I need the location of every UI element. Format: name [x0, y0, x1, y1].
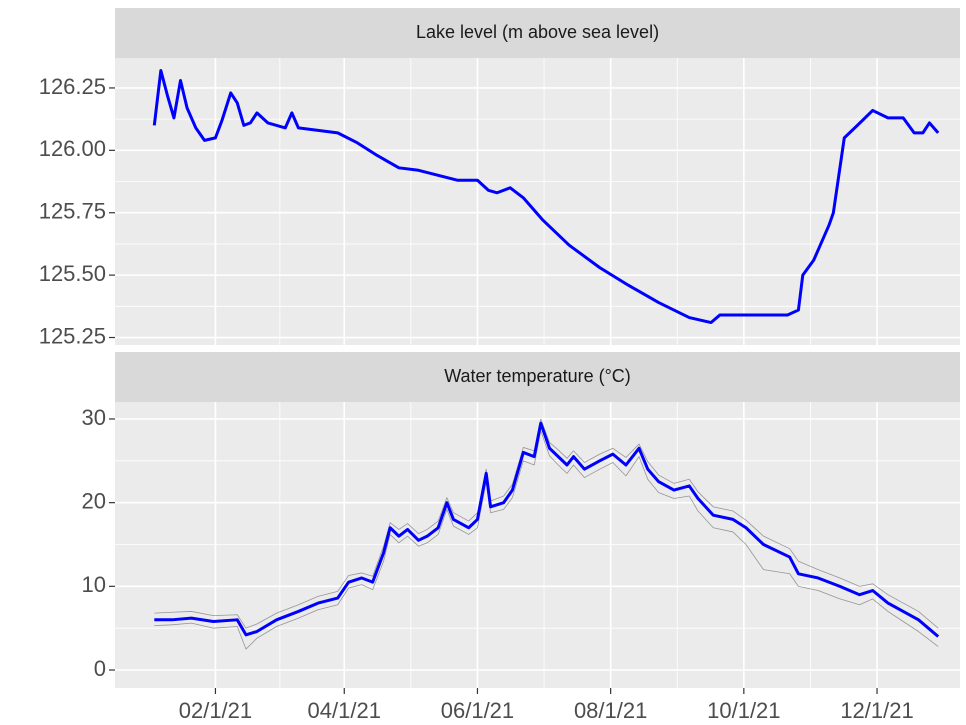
panel-background	[115, 58, 960, 345]
data-line	[154, 418, 939, 629]
x-tick-label: 10/1/21	[707, 698, 780, 723]
y-tick-label: 125.25	[39, 323, 106, 348]
data-line	[154, 421, 940, 638]
strip-background	[115, 8, 960, 58]
y-tick-label: 125.75	[39, 199, 106, 224]
x-tick-label: 06/1/21	[441, 698, 514, 723]
strip-title: Lake level (m above sea level)	[416, 22, 659, 42]
y-tick-label: 125.50	[39, 261, 106, 286]
x-tick-label: 12/1/21	[840, 698, 913, 723]
y-tick-label: 126.00	[39, 136, 106, 161]
strip-background	[115, 352, 960, 402]
x-tick-label: 02/1/21	[179, 698, 252, 723]
data-line	[154, 430, 939, 650]
data-line	[152, 68, 940, 325]
y-tick-label: 0	[94, 656, 106, 681]
y-tick-label: 126.25	[39, 74, 106, 99]
y-tick-label: 20	[82, 488, 106, 513]
y-tick-label: 10	[82, 572, 106, 597]
y-tick-label: 30	[82, 405, 106, 430]
strip-title: Water temperature (°C)	[444, 366, 631, 386]
x-tick-label: 08/1/21	[574, 698, 647, 723]
x-tick-label: 04/1/21	[308, 698, 381, 723]
